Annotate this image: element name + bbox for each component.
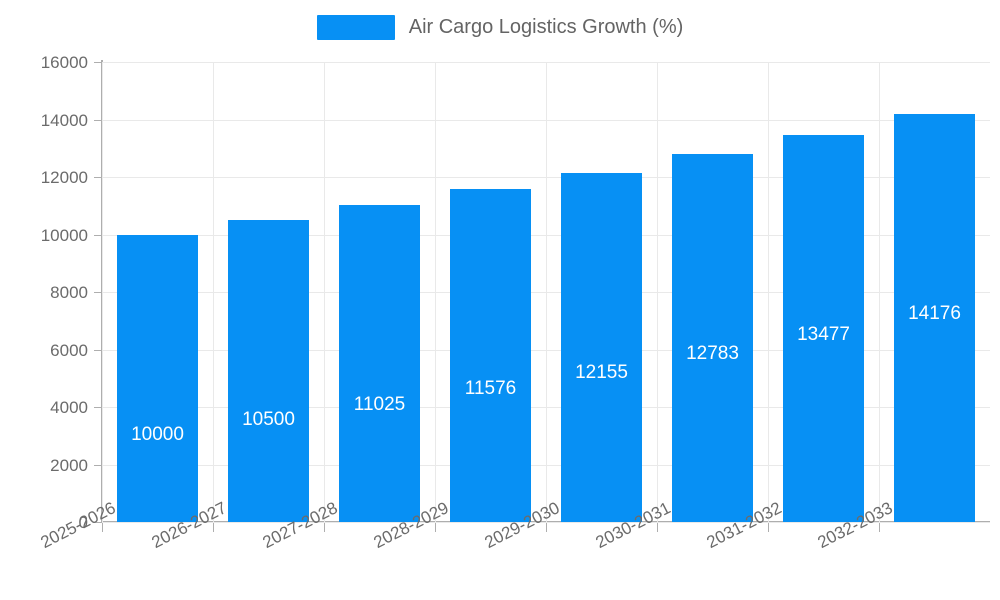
y-axis-tick-label: 14000 <box>40 110 88 130</box>
y-axis-tick-mark <box>94 522 102 523</box>
y-axis-tick-mark <box>94 349 102 351</box>
bar[interactable] <box>117 234 198 522</box>
y-axis-tick-mark <box>94 119 102 121</box>
x-axis-tick-mark <box>657 523 658 532</box>
horizontal-gridline <box>102 522 990 523</box>
y-axis-tick-label: 0 <box>78 513 88 532</box>
bar[interactable] <box>339 205 420 522</box>
y-axis-tick-label: 8000 <box>50 283 88 302</box>
y-axis-tick-label: 4000 <box>50 398 88 417</box>
y-axis-tick-mark <box>94 292 102 293</box>
x-axis-tick-mark <box>213 523 214 532</box>
vertical-gridline <box>546 62 547 522</box>
bar-value-label: 11025 <box>353 394 406 416</box>
vertical-gridline <box>768 62 769 522</box>
bar[interactable] <box>561 172 642 522</box>
vertical-gridline <box>102 62 103 522</box>
vertical-gridline <box>435 62 436 522</box>
y-axis-tick-mark <box>94 407 102 408</box>
x-axis-tick-mark <box>435 523 436 532</box>
y-axis-tick-mark <box>94 177 102 178</box>
bar-value-label: 10000 <box>131 423 184 445</box>
bar-value-label: 11576 <box>464 378 517 400</box>
bar-value-label: 12783 <box>686 343 739 365</box>
bar[interactable] <box>783 134 864 522</box>
x-axis-tick-mark <box>324 523 325 532</box>
bar[interactable] <box>894 114 975 522</box>
bar[interactable] <box>672 154 753 522</box>
y-axis-tick-label: 16000 <box>40 53 88 72</box>
vertical-gridline <box>879 62 880 522</box>
bar-value-label: 12155 <box>575 361 628 383</box>
legend-color-swatch <box>316 14 395 40</box>
bar[interactable] <box>228 220 309 522</box>
y-axis-tick-mark <box>94 234 102 236</box>
bar[interactable] <box>450 189 531 522</box>
chart-legend: Air Cargo Logistics Growth (%) <box>0 8 1000 46</box>
x-axis-tick-mark <box>102 523 103 532</box>
x-axis-tick-mark <box>768 523 769 532</box>
y-axis-tick-label: 12000 <box>40 168 88 187</box>
bar-value-label: 13477 <box>797 323 850 345</box>
bar-value-label: 14176 <box>908 303 961 325</box>
bar-value-label: 10500 <box>242 409 295 431</box>
y-axis-tick-mark <box>94 62 102 63</box>
y-axis-tick-mark <box>94 464 102 466</box>
plot-area: 10000 10500 11025 11576 12155 12783 13477 14176 <box>102 62 990 523</box>
x-axis-tick-mark <box>546 523 547 532</box>
vertical-gridline <box>657 62 658 522</box>
y-axis-tick-label: 10000 <box>40 225 88 245</box>
y-axis-tick-label: 6000 <box>50 340 88 360</box>
legend-entry-label: Air Cargo Logistics Growth (%) <box>408 16 684 38</box>
y-axis-tick-label: 2000 <box>50 455 88 475</box>
vertical-gridline <box>324 62 325 522</box>
vertical-gridline <box>213 62 214 522</box>
x-axis-tick-mark <box>879 523 880 532</box>
